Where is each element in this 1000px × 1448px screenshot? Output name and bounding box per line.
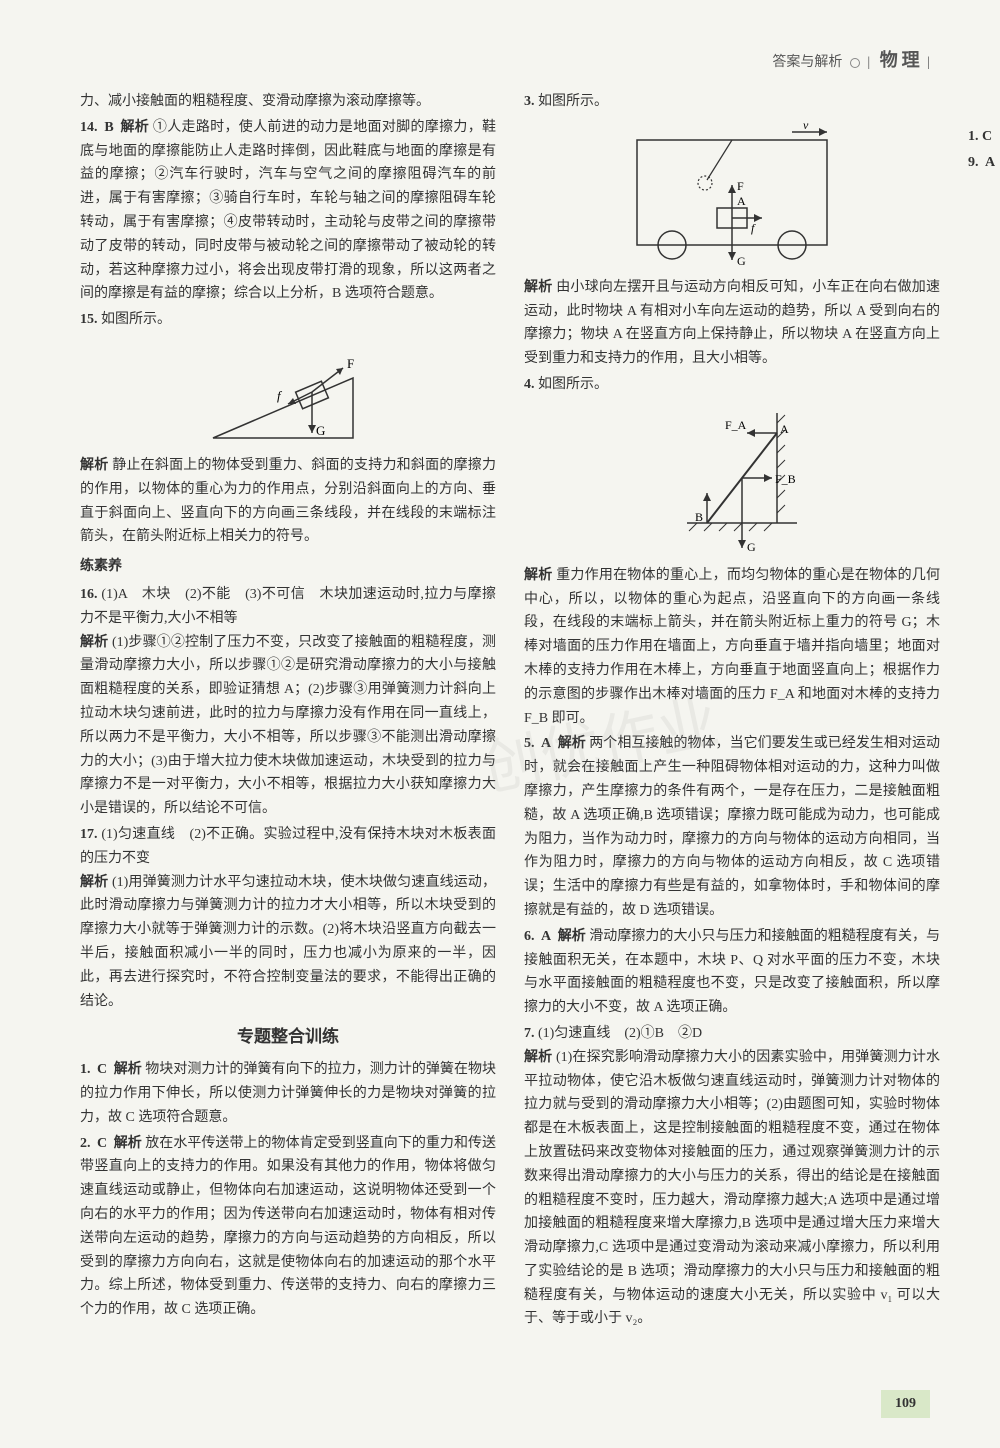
s4-FB: F_B: [775, 472, 796, 486]
s6-num: 6.: [524, 929, 535, 944]
s3-F: F: [737, 179, 744, 193]
q13-tail-text: 力、减小接触面的粗糙程度、变滑动摩擦为滚动摩擦等。: [80, 94, 430, 109]
s3-num: 3.: [524, 94, 535, 109]
s9-num: 9.: [968, 155, 979, 170]
s6-text: 滑动摩擦力的大小只与压力和接触面的粗糙程度有关，与接触面积无关，在本题中，木块 …: [524, 929, 940, 1015]
s2-letter: C: [97, 1136, 107, 1151]
s3: 3. 如图所示。 A F f G v 解析 由小球向左摆开且与运动方向相反可知，…: [524, 90, 940, 371]
q16-ans: (1)A 木块 (2)不能 (3)不可信 木块加速运动时,拉力与摩擦力不是平衡力…: [80, 587, 496, 626]
q14-text: ①人走路时，使人前进的动力是地面对脚的摩擦力，鞋底与地面的摩擦能防止人走路时摔倒…: [80, 120, 496, 302]
q14: 14. B 解析 ①人走路时，使人前进的动力是地面对脚的摩擦力，鞋底与地面的摩擦…: [80, 116, 496, 306]
q15-num: 15.: [80, 312, 98, 327]
s5: 5. A 解析 两个相互接触的物体，当它们要发生或已经发生相对运动时，就会在接触…: [524, 732, 940, 922]
s7-ans: (1)匀速直线 (2)①B ②D: [538, 1026, 702, 1041]
header-subject: 物理: [880, 50, 924, 70]
q17-ans: (1)匀速直线 (2)不正确。实验过程中,没有保持木块对木板表面的压力不变: [80, 827, 496, 866]
q17: 17. (1)匀速直线 (2)不正确。实验过程中,没有保持木块对木板表面的压力不…: [80, 823, 496, 1013]
s6: 6. A 解析 滑动摩擦力的大小只与压力和接触面的粗糙程度有关，与接触面积无关，…: [524, 925, 940, 1020]
q16-num: 16.: [80, 587, 98, 602]
liansuyang: 练素养: [80, 555, 496, 579]
s2-text: 放在水平传送带上的物体肯定受到竖直向下的重力和传送带竖直向上的支持力的作用。如果…: [80, 1136, 496, 1318]
s6-letter: A: [541, 929, 551, 944]
header-vbar2: |: [927, 55, 930, 70]
s7: 7. (1)匀速直线 (2)①B ②D 解析 (1)在探究影响滑动摩擦力大小的因…: [524, 1022, 940, 1331]
q16-text: (1)步骤①②控制了压力不变，只改变了接触面的粗糙程度，测量滑动摩擦力大小，所以…: [80, 635, 496, 817]
s9-letter: A: [985, 155, 995, 170]
s4-FA: F_A: [725, 418, 747, 432]
s2: 2. C 解析 放在水平传送带上的物体肯定受到竖直向下的重力和传送带竖直向上的支…: [80, 1132, 496, 1322]
q15-f: f: [277, 388, 283, 403]
q14-kw: 解析: [120, 120, 149, 135]
section-zhuanti: 专题整合训练: [80, 1023, 496, 1052]
q15: 15. 如图所示。 F f G 解析 静止在斜面上的物体受到重力、斜面的支持力和…: [80, 308, 496, 549]
q15-kw: 解析: [80, 458, 108, 473]
header-divider: [850, 58, 860, 68]
s7-text: (1)在探究影响滑动摩擦力大小的因素实验中，用弹簧测力计水平拉动物体，使它沿木板…: [524, 1050, 940, 1327]
s5-num: 5.: [524, 736, 535, 751]
page-header: 答案与解析 | 物理 |: [772, 45, 930, 76]
s3-f: f: [751, 221, 756, 235]
ch6-answers: 1. C 2. D 3. B 4. A 5. C 6. C 7. C 8. C: [968, 125, 1000, 149]
s4-G: G: [747, 540, 756, 554]
page-number: 109: [881, 1390, 930, 1418]
s3-kw: 解析: [524, 280, 552, 295]
header-left: 答案与解析: [772, 55, 842, 70]
s7-kw: 解析: [524, 1050, 552, 1065]
q15-text: 静止在斜面上的物体受到重力、斜面的支持力和斜面的摩擦力的作用，以物体的重心为力的…: [80, 458, 496, 544]
s1-num: 1.: [80, 1062, 91, 1077]
s3-A: A: [737, 194, 746, 208]
s3-diagram: A F f G v: [617, 120, 847, 270]
s7-num: 7.: [524, 1026, 535, 1041]
main-content: 力、减小接触面的粗糙程度、变滑动摩擦为滚动摩擦等。 14. B 解析 ①人走路时…: [80, 90, 940, 1370]
q17-kw: 解析: [80, 875, 108, 890]
s3-v: v: [803, 120, 809, 132]
s5-text: 两个相互接触的物体，当它们要发生或已经发生相对运动时，就会在接触面上产生一种阻碍…: [524, 736, 940, 918]
s5-letter: A: [541, 736, 551, 751]
s1: 1. C 解析 物块对测力计的弹簧有向下的拉力，测力计的弹簧在物块的拉力作用下伸…: [80, 1058, 496, 1129]
q15-diagram: F f G: [203, 338, 373, 448]
s4-kw: 解析: [524, 568, 552, 583]
q15-G: G: [316, 423, 325, 438]
q16-kw: 解析: [80, 635, 108, 650]
s1-letter: C: [97, 1062, 107, 1077]
header-vbar: |: [867, 55, 870, 70]
q14-letter: B: [104, 120, 113, 135]
s1-kw: 解析: [114, 1062, 142, 1077]
s3-text: 由小球向左摆开且与运动方向相反可知，小车正在向右做加速运动，此时物块 A 有相对…: [524, 280, 940, 366]
q17-text: (1)用弹簧测力计水平匀速拉动木块，使木块做匀速直线运动，此时滑动摩擦力与弹簧测…: [80, 875, 496, 1009]
s5-kw: 解析: [558, 736, 586, 751]
s3-G: G: [737, 254, 746, 268]
section-ch6: 第六章测评: [968, 90, 1000, 119]
s4: 4. 如图所示。 A B F_A F_B: [524, 373, 940, 730]
q15-F: F: [347, 356, 354, 371]
q17-num: 17.: [80, 827, 98, 842]
q14-num: 14.: [80, 120, 98, 135]
s2-kw: 解析: [114, 1136, 142, 1151]
s3-label: 如图所示。: [538, 94, 608, 109]
s4-A: A: [780, 422, 789, 436]
s1-text: 物块对测力计的弹簧有向下的拉力，测力计的弹簧在物块的拉力作用下伸长，所以使测力计…: [80, 1062, 496, 1125]
s9: 9. A 解析 分别在 A、B、C 处用同样大小的力推门，可: [968, 151, 1000, 175]
q15-label: 如图所示。: [101, 312, 171, 327]
s4-label: 如图所示。: [538, 377, 608, 392]
q13-tail: 力、减小接触面的粗糙程度、变滑动摩擦为滚动摩擦等。: [80, 90, 496, 114]
s4-diagram: A B F_A F_B G: [647, 403, 817, 558]
q16: 16. (1)A 木块 (2)不能 (3)不可信 木块加速运动时,拉力与摩擦力不…: [80, 583, 496, 821]
ch6-line: 1. C 2. D 3. B 4. A 5. C 6. C 7. C 8. C: [968, 129, 1000, 144]
s4-num: 4.: [524, 377, 535, 392]
s4-text: 重力作用在物体的重心上，而均匀物体的重心是在物体的几何中心，所以，以物体的重心为…: [524, 568, 940, 726]
s2-num: 2.: [80, 1136, 91, 1151]
s6-kw: 解析: [558, 929, 586, 944]
s4-B: B: [695, 510, 703, 524]
